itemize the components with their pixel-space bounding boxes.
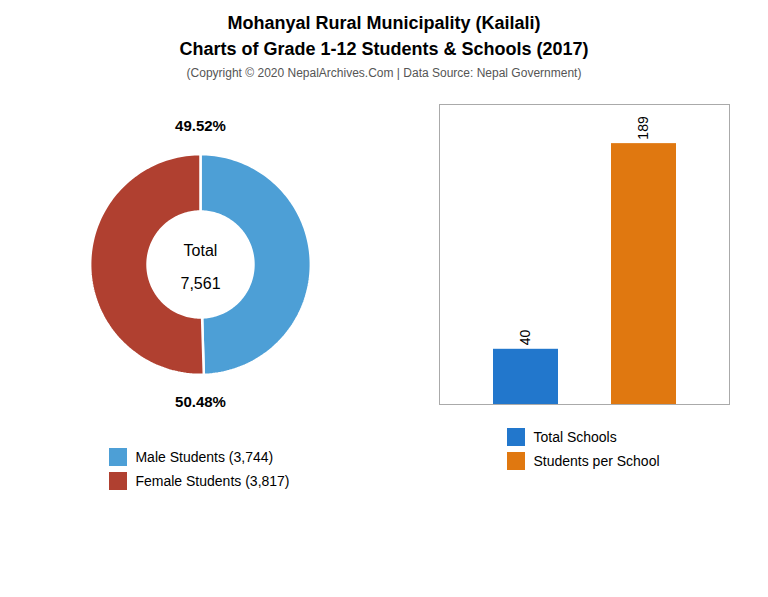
html-text:Total Schools: Total Schools xyxy=(533,429,617,445)
html-text:Mohanyal Rural Municipality (K: Mohanyal Rural Municipality (Kailali) xyxy=(227,13,541,33)
svg-text:49.52%: 49.52% xyxy=(175,117,226,134)
html-text:Charts of Grade 1-12 Students: Charts of Grade 1-12 Students & Schools … xyxy=(179,39,589,59)
svg-text:40: 40 xyxy=(517,330,533,346)
html-text:Male Students (3,744): Male Students (3,744) xyxy=(135,449,274,465)
svg-text:Total: Total xyxy=(183,242,217,259)
svg-text:189: 189 xyxy=(635,116,651,140)
html-text:(Copyright © 2020 NepalArchive: (Copyright © 2020 NepalArchives.Com | Da… xyxy=(186,66,582,80)
svg-text:7,561: 7,561 xyxy=(180,275,220,292)
html-text:Students per School: Students per School xyxy=(533,453,660,469)
svg-text:50.48%: 50.48% xyxy=(175,393,226,410)
html-text:Female Students (3,817): Female Students (3,817) xyxy=(135,473,290,489)
